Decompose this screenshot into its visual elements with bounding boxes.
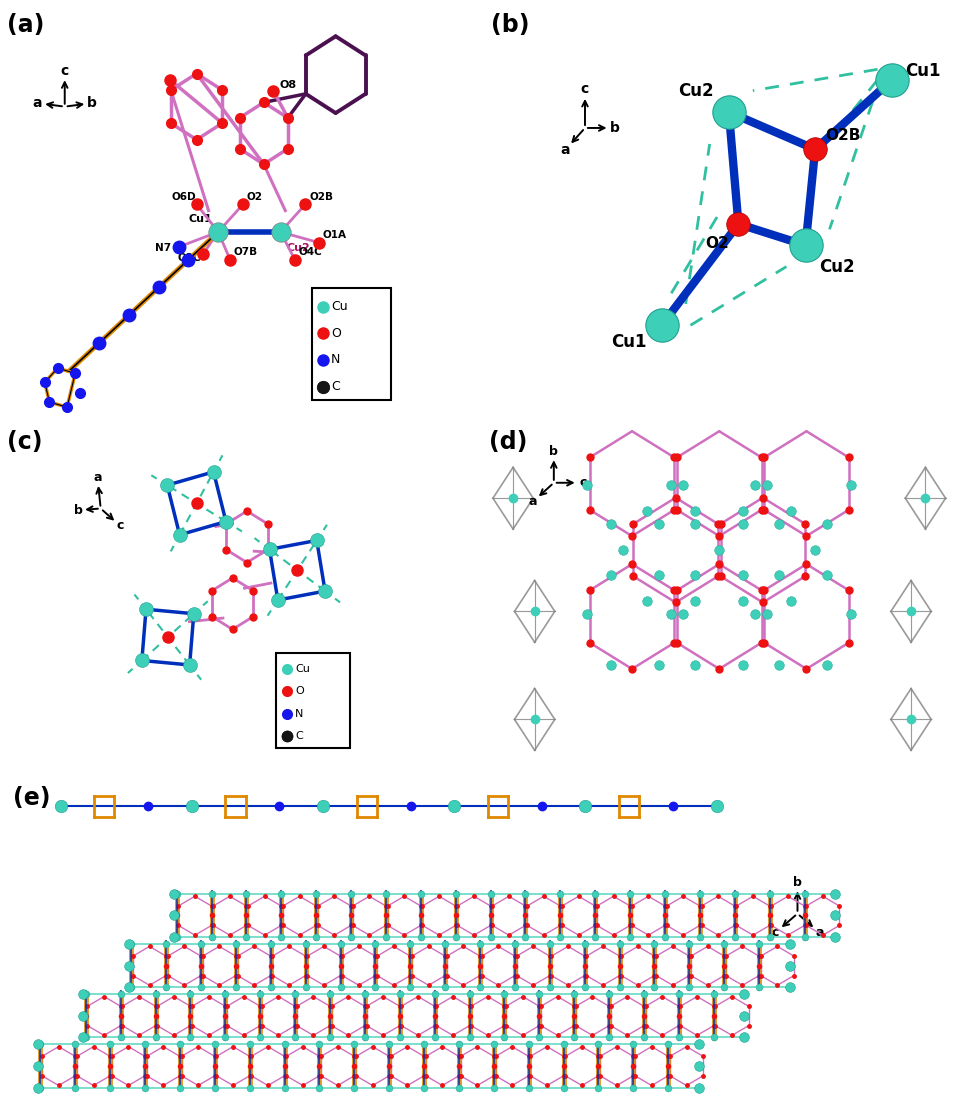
Text: O1A: O1A bbox=[322, 230, 347, 240]
Text: O6D: O6D bbox=[172, 192, 197, 202]
Text: C: C bbox=[331, 380, 339, 393]
Text: b: b bbox=[610, 121, 620, 135]
Text: a: a bbox=[33, 96, 42, 110]
Text: O3C: O3C bbox=[178, 253, 201, 263]
Text: Cu2: Cu2 bbox=[287, 243, 310, 253]
Text: a: a bbox=[815, 926, 824, 940]
Text: b: b bbox=[87, 96, 97, 110]
Text: Cu1: Cu1 bbox=[905, 62, 941, 80]
Text: O2B: O2B bbox=[826, 127, 861, 143]
Text: c: c bbox=[772, 926, 779, 940]
Text: b: b bbox=[550, 445, 558, 458]
Text: O: O bbox=[331, 327, 340, 340]
Text: C: C bbox=[295, 731, 303, 741]
Text: Cu1: Cu1 bbox=[188, 214, 212, 224]
Text: N7: N7 bbox=[155, 243, 171, 253]
Text: (a): (a) bbox=[8, 13, 44, 38]
Text: O2: O2 bbox=[705, 236, 729, 250]
Text: (e): (e) bbox=[12, 786, 50, 810]
Text: b: b bbox=[793, 876, 802, 889]
Text: N: N bbox=[331, 353, 340, 367]
Text: O2: O2 bbox=[247, 192, 263, 202]
Text: (d): (d) bbox=[489, 430, 527, 454]
FancyBboxPatch shape bbox=[276, 653, 350, 748]
Text: c: c bbox=[581, 82, 589, 95]
Text: N: N bbox=[295, 709, 303, 719]
Text: Cu: Cu bbox=[295, 664, 310, 674]
Text: O4C: O4C bbox=[299, 247, 322, 257]
FancyBboxPatch shape bbox=[312, 288, 391, 400]
Text: a: a bbox=[93, 471, 102, 484]
Text: b: b bbox=[74, 504, 82, 516]
Text: O8: O8 bbox=[279, 80, 296, 90]
Text: a: a bbox=[561, 143, 571, 156]
Text: O7B: O7B bbox=[234, 247, 258, 257]
Text: a: a bbox=[528, 495, 537, 509]
Text: c: c bbox=[116, 520, 124, 532]
Text: Cu1: Cu1 bbox=[612, 332, 647, 350]
Text: (c): (c) bbox=[8, 430, 43, 454]
Text: O: O bbox=[295, 686, 304, 696]
Text: O2B: O2B bbox=[309, 192, 334, 202]
Text: c: c bbox=[579, 476, 587, 490]
Text: Cu2: Cu2 bbox=[819, 258, 854, 276]
Text: Cu2: Cu2 bbox=[679, 82, 714, 100]
Text: c: c bbox=[60, 64, 69, 78]
Text: (b): (b) bbox=[492, 13, 530, 38]
Text: Cu: Cu bbox=[331, 300, 347, 314]
